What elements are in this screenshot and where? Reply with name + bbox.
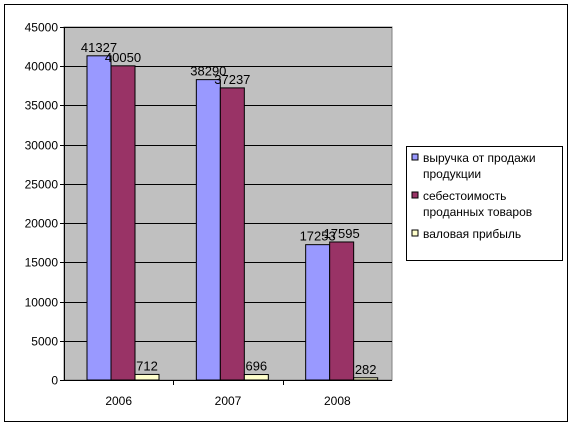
y-tick-label: 45000	[25, 21, 59, 35]
y-tick-label: 35000	[25, 99, 59, 113]
bar-0-0	[87, 56, 111, 380]
x-tick-label: 2007	[215, 394, 242, 408]
y-tick-label: 20000	[25, 217, 59, 231]
y-tick-label: 10000	[25, 296, 59, 310]
data-label: 37237	[214, 72, 250, 87]
x-tick-label: 2008	[324, 394, 351, 408]
legend-swatch	[412, 230, 418, 236]
legend-label: валовая прибыль	[423, 227, 521, 241]
y-tick-label: 0	[51, 374, 58, 388]
bar-0-1	[196, 80, 220, 380]
y-tick-label: 25000	[25, 178, 59, 192]
x-tick-label: 2006	[105, 394, 132, 408]
bar-2-0	[135, 374, 159, 380]
y-tick-label: 15000	[25, 256, 59, 270]
bar-1-1	[220, 88, 244, 380]
legend-label: продукции	[423, 167, 481, 181]
bar-0-2	[306, 245, 330, 380]
bar-2-2	[354, 378, 378, 380]
legend-label: выручка от продажи	[423, 151, 536, 165]
y-tick-label: 5000	[31, 335, 58, 349]
legend-swatch	[412, 154, 418, 160]
legend-swatch	[412, 192, 418, 198]
data-label: 696	[245, 359, 267, 374]
data-label: 712	[136, 358, 158, 373]
y-tick-label: 30000	[25, 139, 59, 153]
bar-2-1	[244, 375, 268, 380]
bar-1-0	[111, 66, 135, 380]
legend-label: проданных товаров	[423, 205, 532, 219]
data-label: 17595	[324, 226, 360, 241]
legend-label: себестоимость	[423, 189, 506, 203]
data-label: 40050	[105, 50, 141, 65]
data-label: 282	[355, 362, 377, 377]
bar-1-2	[330, 242, 354, 380]
y-tick-label: 40000	[25, 60, 59, 74]
